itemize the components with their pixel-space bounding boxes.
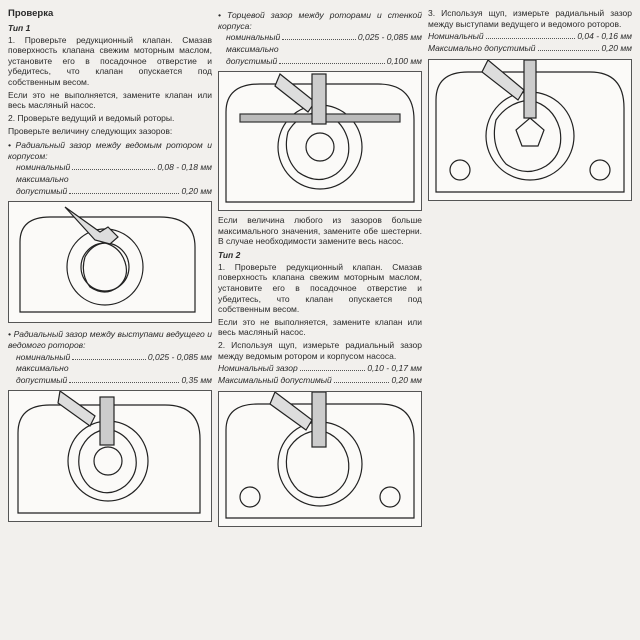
col1-bullet2: Радиальный зазор между выступами ведущег… — [8, 329, 212, 350]
spec-value: 0,08 - 0,18 мм — [157, 162, 212, 173]
spec-row: номинальный 0,025 - 0,085 мм — [226, 32, 422, 43]
col2-step2: 2. Используя щуп, измерьте радиальный за… — [218, 340, 422, 361]
spec-label: допустимый — [226, 56, 277, 67]
spec-value: 0,04 - 0,16 мм — [577, 31, 632, 42]
col1-spec2: номинальный 0,025 - 0,085 мм максимально… — [8, 352, 212, 387]
dotted-leader — [334, 376, 390, 383]
spec-value: 0,10 - 0,17 мм — [367, 363, 422, 374]
col3-step3: 3. Используя щуп, измерьте радиальный за… — [428, 8, 632, 29]
dotted-leader — [279, 57, 384, 64]
col1-step2b: Проверьте величину следующих зазоров: — [8, 126, 212, 137]
dotted-leader — [300, 364, 366, 371]
spec-label: максимально — [226, 44, 279, 55]
dotted-leader — [69, 376, 179, 383]
spec-row: Номинальный зазор 0,10 - 0,17 мм — [218, 363, 422, 374]
col1-step1: 1. Проверьте редукционный клапан. Смазав… — [8, 35, 212, 88]
spec-row: номинальный 0,025 - 0,085 мм — [16, 352, 212, 363]
spec-label: Номинальный зазор — [218, 363, 298, 374]
column-2: Торцевой зазор между роторами и стенкой … — [218, 8, 422, 632]
spec-value: 0,025 - 0,085 мм — [148, 352, 212, 363]
col1-step2: 2. Проверьте ведущий и ведомый роторы. — [8, 113, 212, 124]
figure-rotor-lobe-gap — [8, 390, 212, 522]
col2-bullet1: Торцевой зазор между роторами и стенкой … — [218, 10, 422, 31]
spec-value: 0,20 мм — [181, 186, 212, 197]
spec-row: Номинальный 0,04 - 0,16 мм — [428, 31, 632, 42]
column-1: Проверка Тип 1 1. Проверьте редукционный… — [8, 8, 212, 632]
spec-value: 0,025 - 0,085 мм — [358, 32, 422, 43]
spec-label: Максимальный допустимый — [218, 375, 332, 386]
heading-proverka: Проверка — [8, 8, 212, 20]
dotted-leader — [72, 353, 146, 360]
spec-value: 0,100 мм — [387, 56, 422, 67]
tip-2-label: Тип 2 — [218, 250, 422, 261]
spec-row: Максимально допустимый 0,20 мм — [428, 43, 632, 54]
spec-row: допустимый 0,35 мм — [16, 375, 212, 386]
tip-1-label: Тип 1 — [8, 23, 212, 34]
col1-note1: Если это не выполняется, замените клапан… — [8, 90, 212, 111]
spec-value: 0,20 мм — [391, 375, 422, 386]
dotted-leader — [69, 187, 179, 194]
spec-value: 0,20 мм — [601, 43, 632, 54]
spec-row: максимально — [16, 174, 212, 185]
spec-row: максимально — [226, 44, 422, 55]
figure-type2-radial-gap — [218, 391, 422, 527]
dotted-leader — [72, 163, 155, 170]
figure-end-clearance — [218, 71, 422, 211]
figure-rotor-housing-gap — [8, 201, 212, 323]
spec-row: допустимый 0,100 мм — [226, 56, 422, 67]
figure-type2-lobe-gap — [428, 59, 632, 201]
spec-row: допустимый 0,20 мм — [16, 186, 212, 197]
col1-spec1: номинальный 0,08 - 0,18 мм максимально д… — [8, 162, 212, 197]
spec-label: Номинальный — [428, 31, 484, 42]
spec-row: максимально — [16, 363, 212, 374]
col1-bullet1: Радиальный зазор между ведомым ротором и… — [8, 140, 212, 161]
spec-label: допустимый — [16, 375, 67, 386]
dotted-leader — [282, 33, 356, 40]
col2-step1: 1. Проверьте редукционный клапан. Смазав… — [218, 262, 422, 315]
spec-label: максимально — [16, 174, 69, 185]
spec-row: Максимальный допустимый 0,20 мм — [218, 375, 422, 386]
spec-label: Максимально допустимый — [428, 43, 536, 54]
spec-value: 0,35 мм — [181, 375, 212, 386]
col2-note1: Если величина любого из зазоров больше м… — [218, 215, 422, 247]
spec-row: номинальный 0,08 - 0,18 мм — [16, 162, 212, 173]
col2-note2: Если это не выполняется, замените клапан… — [218, 317, 422, 338]
spec-label: максимально — [16, 363, 69, 374]
column-3: 3. Используя щуп, измерьте радиальный за… — [428, 8, 632, 632]
spec-label: номинальный — [16, 162, 70, 173]
spec-label: номинальный — [226, 32, 280, 43]
dotted-leader — [486, 32, 576, 39]
spec-label: номинальный — [16, 352, 70, 363]
dotted-leader — [538, 44, 600, 51]
col2-spec1: номинальный 0,025 - 0,085 мм максимально… — [218, 32, 422, 67]
spec-label: допустимый — [16, 186, 67, 197]
